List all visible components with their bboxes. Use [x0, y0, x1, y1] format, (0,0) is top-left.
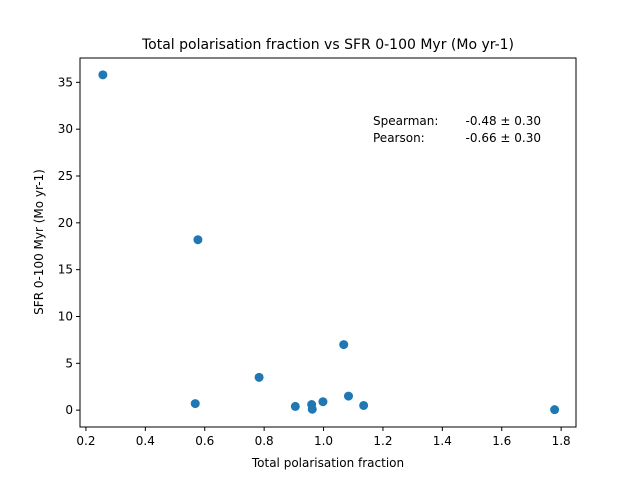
data-point — [339, 340, 349, 350]
y-tick-label: 5 — [65, 356, 73, 370]
pearson-value: -0.66 ± 0.30 — [466, 131, 541, 145]
y-tick-label: 35 — [58, 75, 73, 89]
spearman-value: -0.48 ± 0.30 — [466, 114, 541, 128]
x-tick-label: 1.6 — [492, 434, 511, 448]
x-tick-label: 1.2 — [373, 434, 392, 448]
x-axis-label: Total polarisation fraction — [251, 456, 404, 470]
y-tick-label: 10 — [58, 309, 73, 323]
data-point — [254, 372, 264, 382]
y-axis-label: SFR 0-100 Myr (Mo yr-1) — [32, 169, 46, 315]
data-point — [290, 401, 300, 411]
x-tick-label: 0.4 — [136, 434, 155, 448]
data-point — [343, 391, 353, 401]
data-point — [190, 399, 200, 409]
x-tick-label: 0.2 — [76, 434, 95, 448]
y-axis: 0 5 10 15 20 25 30 35 — [58, 75, 80, 417]
x-tick-label: 0.8 — [255, 434, 274, 448]
y-tick-label: 25 — [58, 169, 73, 183]
data-point — [98, 70, 108, 80]
data-point — [359, 400, 369, 410]
correlation-annotation: Spearman: -0.48 ± 0.30 Pearson: -0.66 ± … — [373, 114, 541, 145]
data-point — [307, 404, 317, 414]
data-point — [193, 235, 203, 245]
x-tick-label: 0.6 — [195, 434, 214, 448]
x-tick-label: 1.4 — [433, 434, 452, 448]
y-tick-label: 0 — [65, 403, 73, 417]
chart-title: Total polarisation fraction vs SFR 0-100… — [141, 37, 514, 53]
data-point — [318, 397, 328, 407]
x-axis: 0.2 0.4 0.6 0.8 1.0 1.2 1.4 1.6 1.8 — [76, 427, 571, 448]
x-tick-label: 1.8 — [552, 434, 571, 448]
pearson-label: Pearson: — [373, 131, 425, 145]
points-layer — [98, 70, 560, 415]
y-tick-label: 30 — [58, 122, 73, 136]
spearman-label: Spearman: — [373, 114, 438, 128]
data-point — [550, 405, 560, 415]
y-tick-label: 15 — [58, 263, 73, 277]
x-tick-label: 1.0 — [314, 434, 333, 448]
plot-frame — [79, 57, 577, 428]
y-tick-label: 20 — [58, 216, 73, 230]
